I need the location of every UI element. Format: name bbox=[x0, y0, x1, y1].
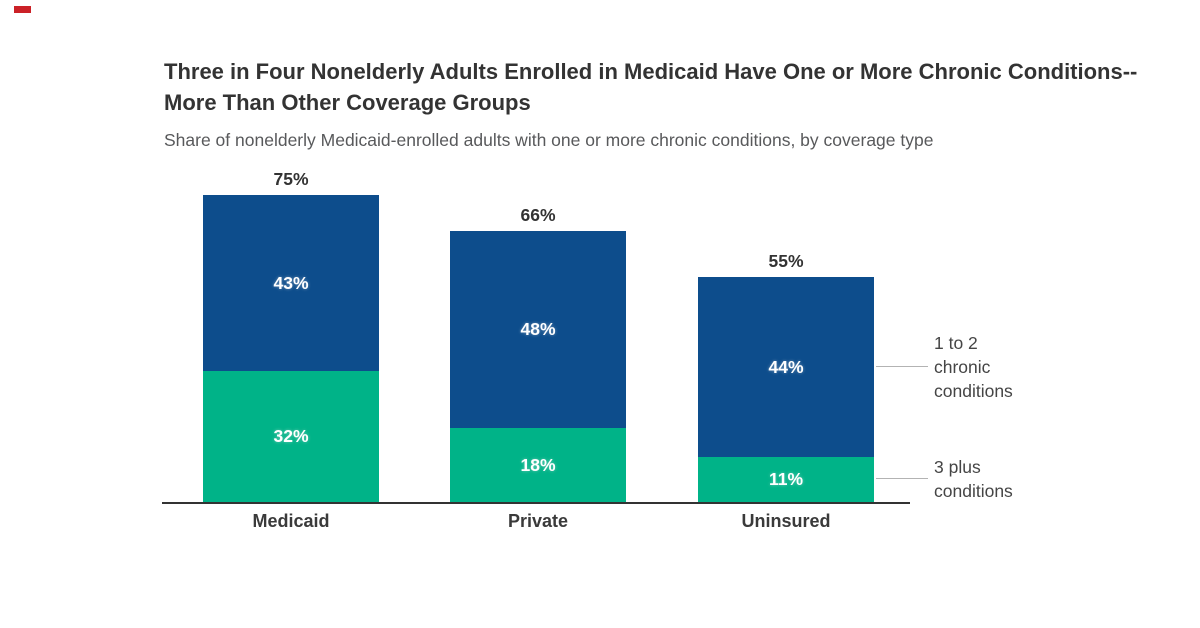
segment-value-label: 11% bbox=[768, 469, 804, 489]
bar-total-label: 75% bbox=[273, 169, 309, 189]
x-axis-line bbox=[162, 502, 910, 504]
bar-segment: 18% bbox=[450, 428, 626, 502]
segment-value-label: 18% bbox=[520, 454, 556, 475]
x-axis-label: Uninsured bbox=[741, 511, 831, 531]
segment-value-label: 43% bbox=[273, 272, 309, 293]
bar-segment: 48% bbox=[450, 231, 626, 428]
bar-total-label: 66% bbox=[520, 205, 556, 225]
bar-segment: 32% bbox=[203, 371, 379, 502]
brand-accent-mark bbox=[14, 6, 31, 13]
chart-title: Three in Four Nonelderly Adults Enrolled… bbox=[164, 59, 1138, 115]
legend-leader-line bbox=[876, 478, 928, 479]
bar-group: 32% 43% 75% Medicaid bbox=[203, 0, 379, 628]
chart-subtitle: Share of nonelderly Medicaid-enrolled ad… bbox=[164, 130, 934, 150]
bar-segment: 11% bbox=[698, 457, 874, 502]
bar-total-label: 55% bbox=[768, 251, 804, 271]
x-axis-label: Medicaid bbox=[252, 511, 330, 531]
segment-value-label: 48% bbox=[520, 319, 556, 339]
bar-group: 18% 48% 66% Private bbox=[450, 0, 626, 628]
bar-segment: 43% bbox=[203, 195, 379, 371]
legend-label: 3 plus conditions bbox=[934, 457, 1013, 501]
legend-label: 1 to 2 chronic conditions bbox=[934, 333, 1013, 401]
bar-segment: 44% bbox=[698, 277, 874, 457]
segment-value-label: 32% bbox=[273, 426, 309, 446]
legend-leader-line bbox=[876, 366, 928, 367]
x-axis-label: Private bbox=[507, 511, 569, 531]
bar-group: 11% 44% 55% Uninsured bbox=[698, 0, 874, 628]
segment-value-label: 44% bbox=[768, 356, 804, 377]
